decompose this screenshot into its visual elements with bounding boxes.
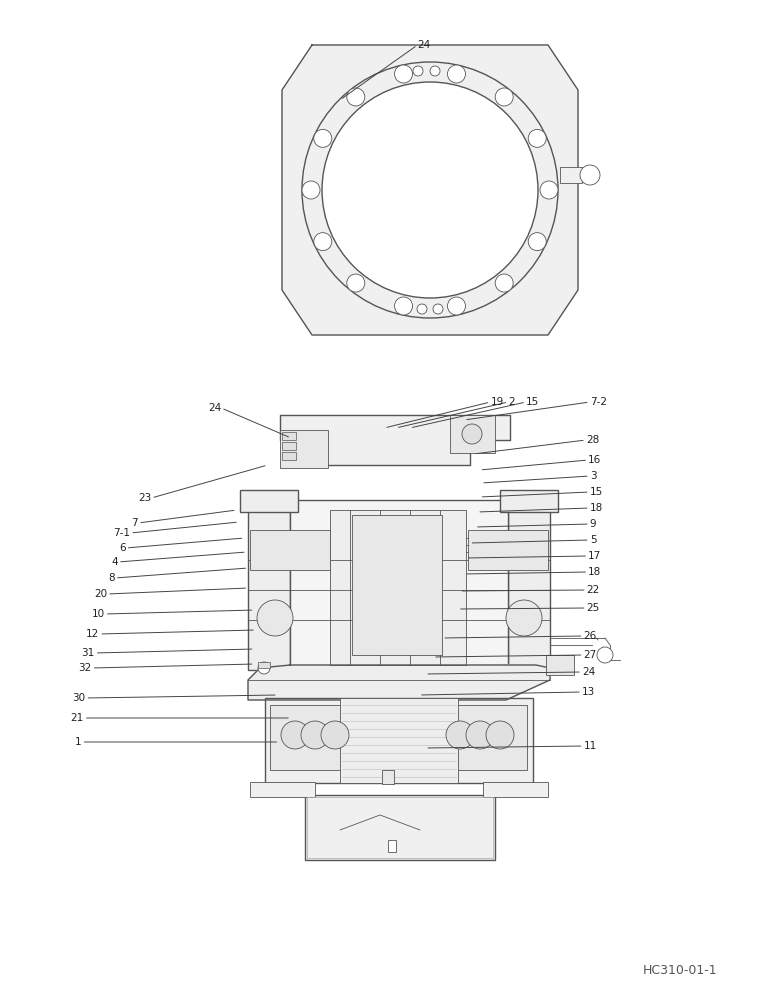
Text: 25: 25 bbox=[587, 603, 600, 613]
Text: 16: 16 bbox=[588, 455, 601, 465]
Text: 22: 22 bbox=[587, 585, 600, 595]
Circle shape bbox=[281, 721, 309, 749]
Circle shape bbox=[448, 65, 466, 83]
Circle shape bbox=[302, 62, 558, 318]
Bar bbox=[282, 442, 296, 450]
Circle shape bbox=[417, 304, 427, 314]
Text: 32: 32 bbox=[78, 663, 92, 673]
Circle shape bbox=[597, 647, 613, 663]
Circle shape bbox=[486, 721, 514, 749]
Circle shape bbox=[302, 181, 320, 199]
Text: 24: 24 bbox=[208, 403, 221, 413]
Circle shape bbox=[413, 66, 423, 76]
Bar bbox=[388, 840, 396, 852]
Text: 8: 8 bbox=[108, 573, 115, 583]
Text: 23: 23 bbox=[138, 493, 151, 503]
Text: 12: 12 bbox=[86, 629, 99, 639]
Circle shape bbox=[314, 233, 332, 251]
Text: 6: 6 bbox=[119, 543, 126, 553]
Circle shape bbox=[394, 297, 413, 315]
Bar bbox=[305, 795, 495, 860]
Bar bbox=[500, 490, 558, 512]
Text: HC310-01-1: HC310-01-1 bbox=[643, 964, 717, 976]
Bar bbox=[508, 500, 550, 670]
Text: 10: 10 bbox=[92, 609, 105, 619]
Circle shape bbox=[540, 181, 558, 199]
Circle shape bbox=[322, 82, 538, 298]
Text: 15: 15 bbox=[590, 487, 603, 497]
Circle shape bbox=[314, 129, 332, 147]
Text: 20: 20 bbox=[94, 589, 107, 599]
Text: 18: 18 bbox=[588, 567, 601, 577]
Text: 24: 24 bbox=[417, 40, 431, 50]
Circle shape bbox=[301, 721, 329, 749]
Bar bbox=[250, 530, 330, 570]
Bar bbox=[240, 490, 298, 512]
Circle shape bbox=[394, 65, 413, 83]
Circle shape bbox=[258, 662, 270, 674]
Circle shape bbox=[446, 721, 474, 749]
Text: 15: 15 bbox=[526, 397, 539, 407]
Bar bbox=[452, 705, 527, 770]
Text: 17: 17 bbox=[588, 551, 601, 561]
Text: 19: 19 bbox=[490, 397, 504, 407]
Circle shape bbox=[257, 600, 293, 636]
Circle shape bbox=[347, 274, 365, 292]
Text: 18: 18 bbox=[590, 503, 603, 513]
Bar bbox=[282, 432, 296, 440]
Text: 4: 4 bbox=[111, 557, 118, 567]
Circle shape bbox=[528, 129, 546, 147]
Bar bbox=[258, 662, 270, 668]
Text: 9: 9 bbox=[590, 519, 597, 529]
Circle shape bbox=[347, 88, 365, 106]
Text: 28: 28 bbox=[586, 435, 599, 445]
Bar bbox=[450, 415, 495, 453]
Bar bbox=[282, 452, 296, 460]
Circle shape bbox=[495, 274, 513, 292]
Text: 24: 24 bbox=[582, 667, 595, 677]
Circle shape bbox=[433, 304, 443, 314]
Bar bbox=[290, 500, 508, 670]
Circle shape bbox=[321, 721, 349, 749]
Bar bbox=[340, 698, 458, 783]
Bar bbox=[546, 655, 574, 675]
Bar bbox=[250, 782, 315, 797]
Bar bbox=[280, 430, 328, 468]
Bar bbox=[468, 530, 548, 570]
Bar bbox=[270, 705, 345, 770]
Text: 11: 11 bbox=[584, 741, 597, 751]
Text: 30: 30 bbox=[72, 693, 85, 703]
Text: 27: 27 bbox=[584, 650, 597, 660]
Text: 7-2: 7-2 bbox=[590, 397, 607, 407]
Polygon shape bbox=[280, 415, 510, 465]
Bar bbox=[483, 782, 548, 797]
Circle shape bbox=[528, 233, 546, 251]
Circle shape bbox=[495, 88, 513, 106]
Text: 7: 7 bbox=[131, 518, 138, 528]
Text: 1: 1 bbox=[74, 737, 81, 747]
Bar bbox=[265, 698, 533, 783]
Circle shape bbox=[506, 600, 542, 636]
Text: 26: 26 bbox=[584, 631, 597, 641]
Bar bbox=[330, 510, 466, 665]
Circle shape bbox=[580, 165, 600, 185]
Text: 5: 5 bbox=[590, 535, 597, 545]
Text: 2: 2 bbox=[508, 397, 515, 407]
Circle shape bbox=[462, 424, 482, 444]
Text: 21: 21 bbox=[71, 713, 84, 723]
Text: 31: 31 bbox=[81, 648, 95, 658]
Text: 7-1: 7-1 bbox=[113, 528, 130, 538]
Bar bbox=[352, 515, 442, 655]
Polygon shape bbox=[248, 665, 550, 700]
Bar bbox=[560, 167, 582, 183]
Bar bbox=[382, 770, 394, 784]
Text: 3: 3 bbox=[590, 471, 597, 481]
Polygon shape bbox=[282, 45, 578, 335]
Circle shape bbox=[448, 297, 466, 315]
Text: 13: 13 bbox=[582, 687, 595, 697]
Circle shape bbox=[466, 721, 494, 749]
Bar bbox=[248, 500, 290, 670]
Circle shape bbox=[430, 66, 440, 76]
